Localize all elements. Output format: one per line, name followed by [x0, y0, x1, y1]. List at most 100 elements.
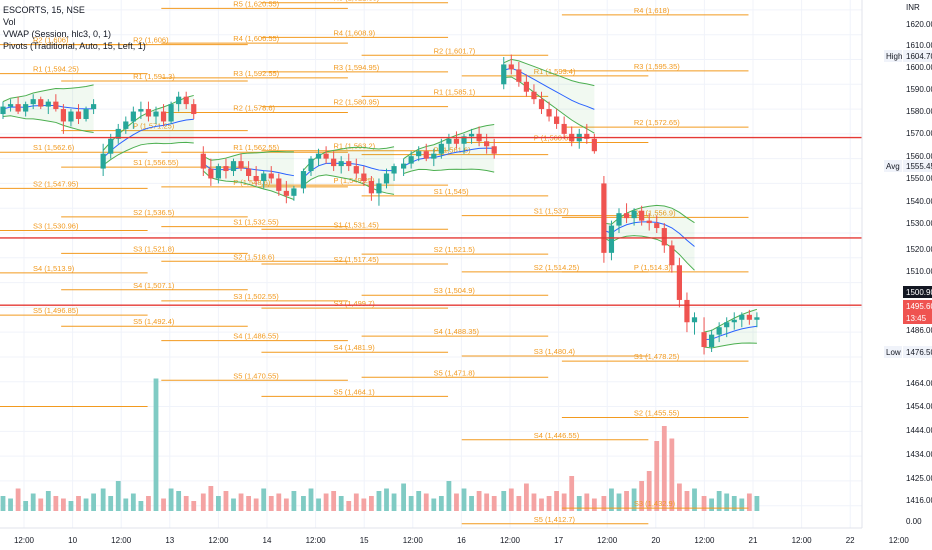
candle-body[interactable] [531, 91, 537, 100]
candle-body[interactable] [123, 121, 129, 129]
candle-body[interactable] [223, 166, 229, 172]
candle-body[interactable] [453, 138, 460, 144]
candle-body[interactable] [516, 69, 522, 82]
candle-body[interactable] [200, 153, 206, 169]
candle-body[interactable] [438, 143, 444, 154]
candle-body[interactable] [408, 156, 414, 164]
candle-body[interactable] [138, 109, 144, 112]
candle-body[interactable] [661, 228, 667, 246]
candle-body[interactable] [368, 180, 374, 194]
volume-indicator-label[interactable]: Vol [3, 17, 16, 27]
candle-body[interactable] [100, 153, 106, 169]
candle-body[interactable] [376, 183, 382, 194]
candle-body[interactable] [83, 109, 89, 119]
candle-body[interactable] [68, 111, 74, 122]
candle-body[interactable] [538, 99, 545, 110]
time-axis[interactable]: 12:00 10 12:00 13 12:00 14 12:00 15 12:00 16 12:00… [0, 527, 932, 550]
candle-body[interactable] [654, 223, 660, 229]
candle-body[interactable] [423, 151, 429, 159]
candle-body[interactable] [308, 158, 314, 172]
candle-body[interactable] [591, 138, 597, 152]
candle-body[interactable] [691, 317, 698, 323]
candle-body[interactable] [338, 161, 344, 167]
candle-body[interactable] [491, 146, 497, 154]
candle-body[interactable] [323, 153, 329, 159]
candle-body[interactable] [53, 101, 59, 110]
candle-body[interactable] [508, 64, 514, 70]
candle-body[interactable] [246, 168, 252, 176]
candle-body[interactable] [616, 213, 622, 226]
candle-body[interactable] [291, 188, 297, 196]
candle-body[interactable] [468, 133, 475, 137]
candle-body[interactable] [115, 128, 121, 139]
candle-body[interactable] [361, 173, 367, 181]
candle-body[interactable] [38, 99, 44, 107]
candle-body[interactable] [669, 245, 675, 266]
candle-body[interactable] [623, 213, 630, 219]
candle-body[interactable] [108, 138, 114, 154]
candle-body[interactable] [208, 168, 214, 179]
candle-body[interactable] [631, 210, 637, 219]
candle-body[interactable] [431, 153, 437, 159]
candle-body[interactable] [601, 183, 607, 253]
candle-body[interactable] [724, 322, 730, 328]
candle-body[interactable] [754, 317, 760, 320]
candle-body[interactable] [446, 138, 452, 144]
candle-body[interactable] [60, 109, 66, 122]
candle-body[interactable] [484, 141, 490, 147]
candle-body[interactable] [130, 111, 136, 122]
candle-body[interactable] [684, 299, 690, 323]
candle-body[interactable] [283, 190, 289, 196]
candle-body[interactable] [608, 225, 615, 253]
candle-body[interactable] [701, 332, 707, 348]
pivots-indicator-label[interactable]: Pivots (Traditional, Auto, 15, Left, 1) [3, 41, 146, 51]
candle-body[interactable] [45, 101, 51, 107]
candle-body[interactable] [0, 106, 6, 115]
candle-body[interactable] [238, 161, 244, 169]
candle-body[interactable] [91, 104, 97, 110]
candle-body[interactable] [584, 133, 590, 139]
candle-body[interactable] [416, 151, 422, 157]
candle-body[interactable] [401, 163, 407, 169]
candle-body[interactable] [253, 176, 259, 181]
candle-body[interactable] [176, 96, 182, 105]
candle-body[interactable] [230, 161, 237, 172]
candle-body[interactable] [731, 319, 737, 323]
symbol-title[interactable]: ESCORTS, 15, NSE [3, 5, 85, 15]
candle-body[interactable] [676, 265, 682, 300]
candle-body[interactable] [554, 116, 560, 124]
candle-body[interactable] [15, 104, 21, 112]
candle-body[interactable] [639, 210, 645, 221]
candle-body[interactable] [75, 111, 82, 119]
candle-body[interactable] [30, 99, 36, 105]
candle-body[interactable] [561, 123, 567, 134]
candle-body[interactable] [300, 171, 307, 189]
candle-body[interactable] [183, 96, 189, 105]
candle-body[interactable] [331, 158, 337, 167]
candle-body[interactable] [461, 136, 467, 144]
price-axis[interactable]: INR 1620.00 1610.00 1600.00 1590.00 1580.00 15… [861, 0, 932, 550]
vwap-indicator-label[interactable]: VWAP (Session, hlc3, 0, 1) [3, 29, 112, 39]
candle-body[interactable] [268, 173, 274, 179]
candle-body[interactable] [215, 166, 221, 179]
candle-body[interactable] [546, 109, 552, 117]
candle-body[interactable] [646, 220, 652, 224]
candle-body[interactable] [7, 104, 14, 107]
candle-body[interactable] [315, 153, 322, 159]
candle-body[interactable] [23, 104, 29, 112]
candle-body[interactable] [391, 166, 397, 174]
candle-body[interactable] [191, 104, 197, 115]
candle-body[interactable] [383, 173, 390, 184]
candle-body[interactable] [353, 166, 359, 174]
candle-body[interactable] [168, 104, 174, 122]
candle-body[interactable] [523, 81, 529, 92]
candle-body[interactable] [346, 161, 352, 167]
candle-body[interactable] [261, 173, 267, 181]
candle-body[interactable] [276, 178, 282, 191]
candle-body[interactable] [153, 111, 159, 117]
candle-body[interactable] [501, 64, 507, 85]
candle-body[interactable] [739, 314, 745, 320]
candle-body[interactable] [709, 334, 715, 348]
